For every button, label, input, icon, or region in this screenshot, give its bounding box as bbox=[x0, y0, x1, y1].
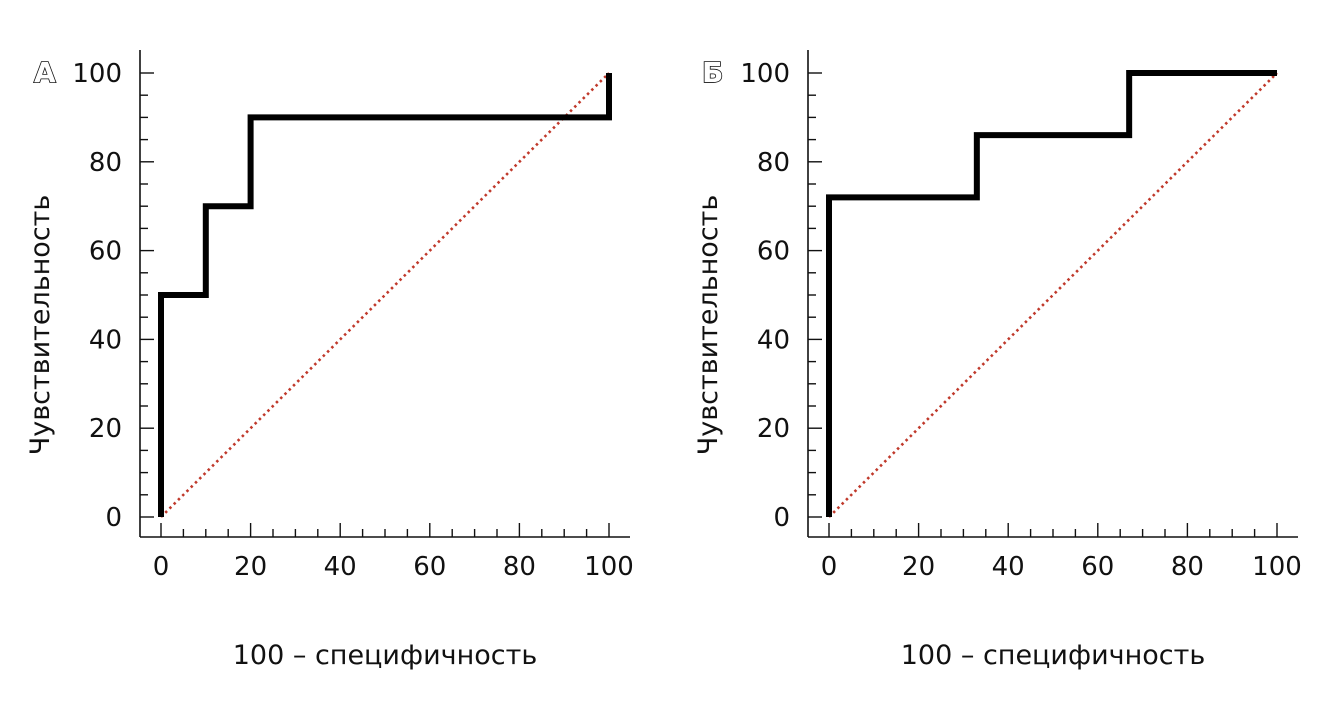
x-tick-label: 80 bbox=[1171, 552, 1204, 582]
x-tick-label: 60 bbox=[1081, 552, 1114, 582]
x-ticks: 0 20 40 60 80 100 bbox=[821, 523, 1302, 582]
x-tick-label: 20 bbox=[234, 552, 267, 582]
reference-diagonal-line bbox=[828, 72, 1278, 518]
y-axis-title: Чувствительность bbox=[25, 195, 56, 456]
y-tick-label: 60 bbox=[757, 237, 790, 267]
panel-label: А bbox=[34, 56, 56, 89]
y-ticks: 0 20 40 60 80 100 bbox=[72, 59, 154, 533]
y-tick-label: 0 bbox=[773, 503, 790, 533]
roc-curve-line bbox=[826, 70, 1277, 517]
y-tick-label: 100 bbox=[740, 59, 790, 89]
y-tick-label: 0 bbox=[105, 503, 122, 533]
x-tick-label: 40 bbox=[992, 552, 1025, 582]
x-tick-label: 60 bbox=[413, 552, 446, 582]
x-axis-title: 100 – специфичность bbox=[901, 640, 1205, 671]
x-tick-label: 20 bbox=[902, 552, 935, 582]
y-tick-label: 40 bbox=[89, 325, 122, 355]
y-tick-label: 40 bbox=[757, 325, 790, 355]
roc-panel-b: 0 20 40 60 80 100 0 20 40 60 80 100 Б 100 – специф… bbox=[693, 50, 1302, 671]
panel-label: Б bbox=[702, 56, 723, 89]
x-tick-label: 80 bbox=[503, 552, 536, 582]
x-tick-label: 100 bbox=[584, 552, 634, 582]
series-group bbox=[826, 70, 1278, 518]
x-ticks: 0 20 40 60 80 100 bbox=[153, 523, 634, 582]
x-tick-label: 40 bbox=[324, 552, 357, 582]
roc-panel-a: 0 20 40 60 80 100 0 20 40 60 80 100 А 100 – специф… bbox=[25, 50, 634, 671]
y-axis-title: Чувствительность bbox=[693, 195, 724, 456]
y-tick-label: 80 bbox=[757, 148, 790, 178]
y-tick-label: 100 bbox=[72, 59, 122, 89]
y-ticks: 0 20 40 60 80 100 bbox=[740, 59, 822, 533]
reference-diagonal-line bbox=[160, 72, 610, 518]
y-tick-label: 80 bbox=[89, 148, 122, 178]
y-tick-label: 60 bbox=[89, 237, 122, 267]
roc-curve-line bbox=[158, 73, 612, 517]
x-tick-label: 0 bbox=[821, 552, 838, 582]
x-tick-label: 100 bbox=[1252, 552, 1302, 582]
series-group bbox=[158, 72, 612, 518]
y-tick-label: 20 bbox=[89, 414, 122, 444]
x-axis-title: 100 – специфичность bbox=[233, 640, 537, 671]
x-tick-label: 0 bbox=[153, 552, 170, 582]
y-tick-label: 20 bbox=[757, 414, 790, 444]
